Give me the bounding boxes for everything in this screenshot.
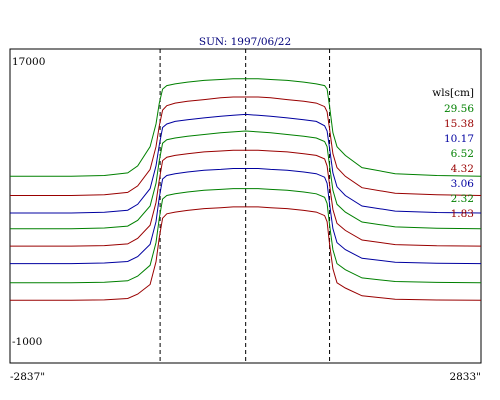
legend-entry-10.17: 10.17 [444, 133, 474, 145]
legend-entry-15.38: 15.38 [444, 118, 474, 130]
legend-entry-4.32: 4.32 [451, 163, 474, 175]
y-min-label: -1000 [12, 336, 42, 348]
x-min-label: -2837" [10, 371, 45, 383]
series-line-4.32 [10, 149, 482, 247]
series-lines [10, 78, 482, 301]
legend-entry-29.56: 29.56 [444, 103, 474, 115]
reference-lines [159, 49, 331, 363]
series-line-2.32 [10, 188, 482, 284]
series-line-3.06 [10, 168, 482, 265]
series-line-15.38 [10, 96, 482, 196]
chart-title: SUN: 1997/06/22 [199, 36, 291, 48]
legend-entry-6.52: 6.52 [451, 148, 474, 160]
legend: 29.56 15.38 10.17 6.52 4.32 3.06 2.32 1.83 [444, 103, 474, 220]
series-line-10.17 [10, 113, 482, 214]
legend-entry-3.06: 3.06 [451, 178, 475, 190]
series-line-6.52 [10, 130, 482, 230]
legend-title: wls[cm] [432, 87, 474, 99]
series-line-1.83 [10, 206, 482, 301]
legend-entry-2.32: 2.32 [451, 193, 474, 205]
x-max-label: 2833" [449, 371, 481, 383]
legend-entry-1.83: 1.83 [451, 208, 474, 220]
y-max-label: 17000 [12, 56, 45, 68]
series-line-29.56 [10, 78, 482, 177]
